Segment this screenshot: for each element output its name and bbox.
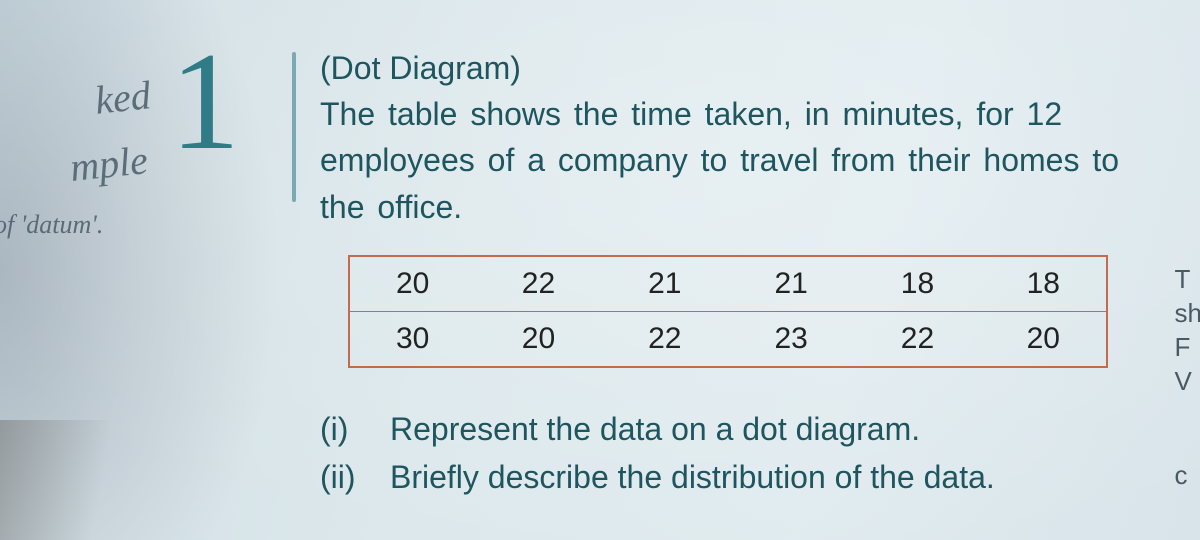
table-cell: 18 xyxy=(854,256,980,312)
edge-frag: sh xyxy=(1175,296,1200,330)
table-row: 30 20 22 23 22 20 xyxy=(349,312,1107,368)
vertical-divider xyxy=(292,52,296,202)
edge-frag: V xyxy=(1175,364,1200,398)
main-text-block: (Dot Diagram) The table shows the time t… xyxy=(320,50,1170,230)
table-cell: 22 xyxy=(602,312,728,368)
table-cell: 22 xyxy=(475,256,601,312)
margin-fragment-datum: of 'datum'. xyxy=(0,210,103,240)
data-table-wrap: 20 22 21 21 18 18 30 20 22 23 22 20 xyxy=(348,255,1108,368)
table-cell: 21 xyxy=(602,256,728,312)
question-list: (i) Represent the data on a dot diagram.… xyxy=(320,405,995,501)
table-cell: 30 xyxy=(349,312,475,368)
edge-frag: T xyxy=(1175,262,1200,296)
table-cell: 22 xyxy=(854,312,980,368)
example-number: 1 xyxy=(170,32,240,172)
diagram-type-heading: (Dot Diagram) xyxy=(320,50,1170,87)
problem-statement: The table shows the time taken, in minut… xyxy=(320,91,1170,230)
data-table: 20 22 21 21 18 18 30 20 22 23 22 20 xyxy=(348,255,1108,368)
table-cell: 20 xyxy=(981,312,1107,368)
table-cell: 21 xyxy=(728,256,854,312)
margin-fragment-top: ked xyxy=(93,71,153,124)
table-row: 20 22 21 21 18 18 xyxy=(349,256,1107,312)
question-text: Briefly describe the distribution of the… xyxy=(390,453,995,501)
table-cell: 20 xyxy=(475,312,601,368)
question-text: Represent the data on a dot diagram. xyxy=(390,405,920,453)
question-number: (ii) xyxy=(320,453,376,501)
table-cell: 20 xyxy=(349,256,475,312)
binding-shadow xyxy=(0,420,140,540)
table-cell: 18 xyxy=(981,256,1107,312)
edge-frag: F xyxy=(1175,330,1200,364)
margin-fragment-mid: mple xyxy=(68,136,150,191)
question-item: (ii) Briefly describe the distribution o… xyxy=(320,453,995,501)
edge-frag: c xyxy=(1175,458,1200,492)
table-cell: 23 xyxy=(728,312,854,368)
question-item: (i) Represent the data on a dot diagram. xyxy=(320,405,995,453)
right-edge-fragments: T sh F V c xyxy=(1175,262,1200,492)
question-number: (i) xyxy=(320,405,376,453)
